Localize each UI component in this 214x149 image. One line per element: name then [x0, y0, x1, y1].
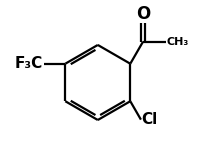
- Text: F₃C: F₃C: [15, 56, 43, 71]
- Text: O: O: [136, 4, 150, 22]
- Text: Cl: Cl: [142, 112, 158, 127]
- Text: CH₃: CH₃: [166, 37, 189, 47]
